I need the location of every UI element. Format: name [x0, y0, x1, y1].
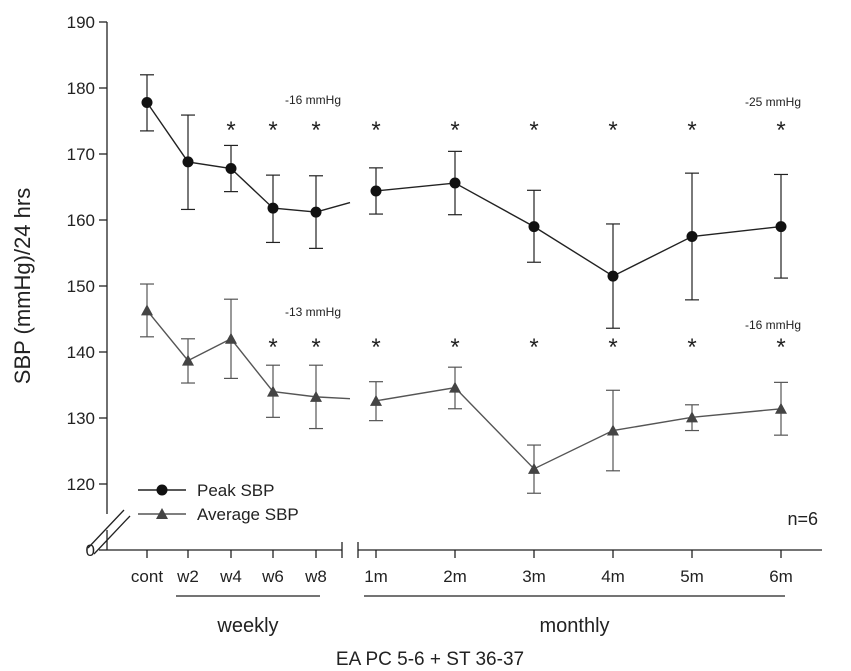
- significance-star: *: [687, 117, 696, 144]
- data-point: [141, 304, 153, 316]
- change-annotation: -25 mmHg: [745, 95, 801, 109]
- legend-marker: [156, 508, 168, 519]
- change-annotation: -13 mmHg: [285, 305, 341, 319]
- data-point: [225, 332, 237, 344]
- y-axis-break-mark: [87, 509, 125, 549]
- significance-star: *: [608, 334, 617, 361]
- significance-star: *: [311, 117, 320, 144]
- y-tick-label: 150: [67, 277, 95, 296]
- x-tick-label: 2m: [443, 567, 467, 586]
- data-point: [267, 385, 279, 397]
- significance-star: *: [529, 117, 538, 144]
- significance-star: *: [268, 334, 277, 361]
- y-tick-label: 190: [67, 13, 95, 32]
- significance-star: *: [311, 334, 320, 361]
- data-point: [686, 411, 698, 423]
- change-annotation: -16 mmHg: [745, 318, 801, 332]
- data-point: [141, 97, 153, 109]
- change-annotation: -16 mmHg: [285, 93, 341, 107]
- data-point: [686, 231, 698, 242]
- data-point: [182, 156, 194, 168]
- data-point: [449, 381, 461, 393]
- legend-label: Average SBP: [197, 505, 299, 524]
- x-tick-label: w8: [304, 567, 327, 586]
- y-axis-break-mark: [93, 515, 131, 555]
- significance-star: *: [450, 334, 459, 361]
- significance-star: *: [608, 117, 617, 144]
- x-axis-label: EA PC 5-6 + ST 36-37: [336, 649, 524, 670]
- x-tick-label: 5m: [680, 567, 704, 586]
- labels: EA PC 5-6 + ST 36-37 n=6: [336, 509, 818, 670]
- data-point: [310, 390, 322, 402]
- significance-star: *: [687, 334, 696, 361]
- legend: Peak SBP Average SBP: [138, 481, 299, 524]
- sample-size-label: n=6: [787, 509, 818, 529]
- significance-star: *: [371, 117, 380, 144]
- series-line: [375, 182, 782, 277]
- group-label: monthly: [539, 615, 609, 637]
- y-tick-label: 180: [67, 79, 95, 98]
- significance-star: *: [226, 117, 235, 144]
- significance-star: *: [776, 334, 785, 361]
- series-average-sbp: * * * * * * * * -13 mmHg -16 mmHg: [140, 283, 801, 494]
- legend-label: Peak SBP: [197, 481, 275, 500]
- series-line-stub: [315, 201, 351, 213]
- data-point: [607, 270, 619, 282]
- legend-marker: [156, 484, 168, 496]
- x-tick-label: w2: [176, 567, 199, 586]
- series-line: [375, 386, 782, 470]
- data-point: [370, 185, 382, 197]
- x-tick-label: cont: [131, 567, 163, 586]
- data-point: [449, 177, 461, 189]
- y-tick-label: 160: [67, 211, 95, 230]
- y-tick-label: 140: [67, 343, 95, 362]
- x-tick-label: 6m: [769, 567, 793, 586]
- group-label: weekly: [216, 615, 278, 637]
- data-point: [528, 462, 540, 474]
- x-tick-label: 1m: [364, 567, 388, 586]
- y-tick-label: 170: [67, 145, 95, 164]
- x-tick-label: w4: [219, 567, 242, 586]
- data-point: [370, 394, 382, 406]
- data-point: [310, 206, 322, 218]
- significance-star: *: [371, 334, 380, 361]
- significance-star: *: [776, 117, 785, 144]
- data-point: [267, 202, 279, 214]
- data-point: [775, 221, 787, 233]
- data-point: [225, 163, 237, 175]
- significance-star: *: [450, 117, 459, 144]
- y-tick-label: 130: [67, 409, 95, 428]
- series-peak-sbp: * * * * * * * * * -16 mmHg -25 mmHg: [140, 74, 801, 329]
- significance-star: *: [529, 334, 538, 361]
- x-tick-label: 3m: [522, 567, 546, 586]
- axes: 0 120 130 140 150 160 170 180 190 SBP (mmHg)/24 h…: [10, 13, 822, 637]
- data-point: [182, 354, 194, 366]
- x-tick-label: w6: [261, 567, 284, 586]
- data-point: [607, 424, 619, 436]
- data-point: [775, 402, 787, 414]
- series-layer: * * * * * * * * * -16 mmHg -25 mmHg * * * * * * * * -13 mmH…: [140, 74, 801, 494]
- significance-star: *: [268, 117, 277, 144]
- data-point: [528, 221, 540, 233]
- x-tick-label: 4m: [601, 567, 625, 586]
- y-tick-label: 0: [86, 541, 95, 560]
- y-tick-label: 120: [67, 475, 95, 494]
- series-line-stub: [315, 396, 351, 400]
- y-axis-label: SBP (mmHg)/24 hrs: [10, 188, 35, 384]
